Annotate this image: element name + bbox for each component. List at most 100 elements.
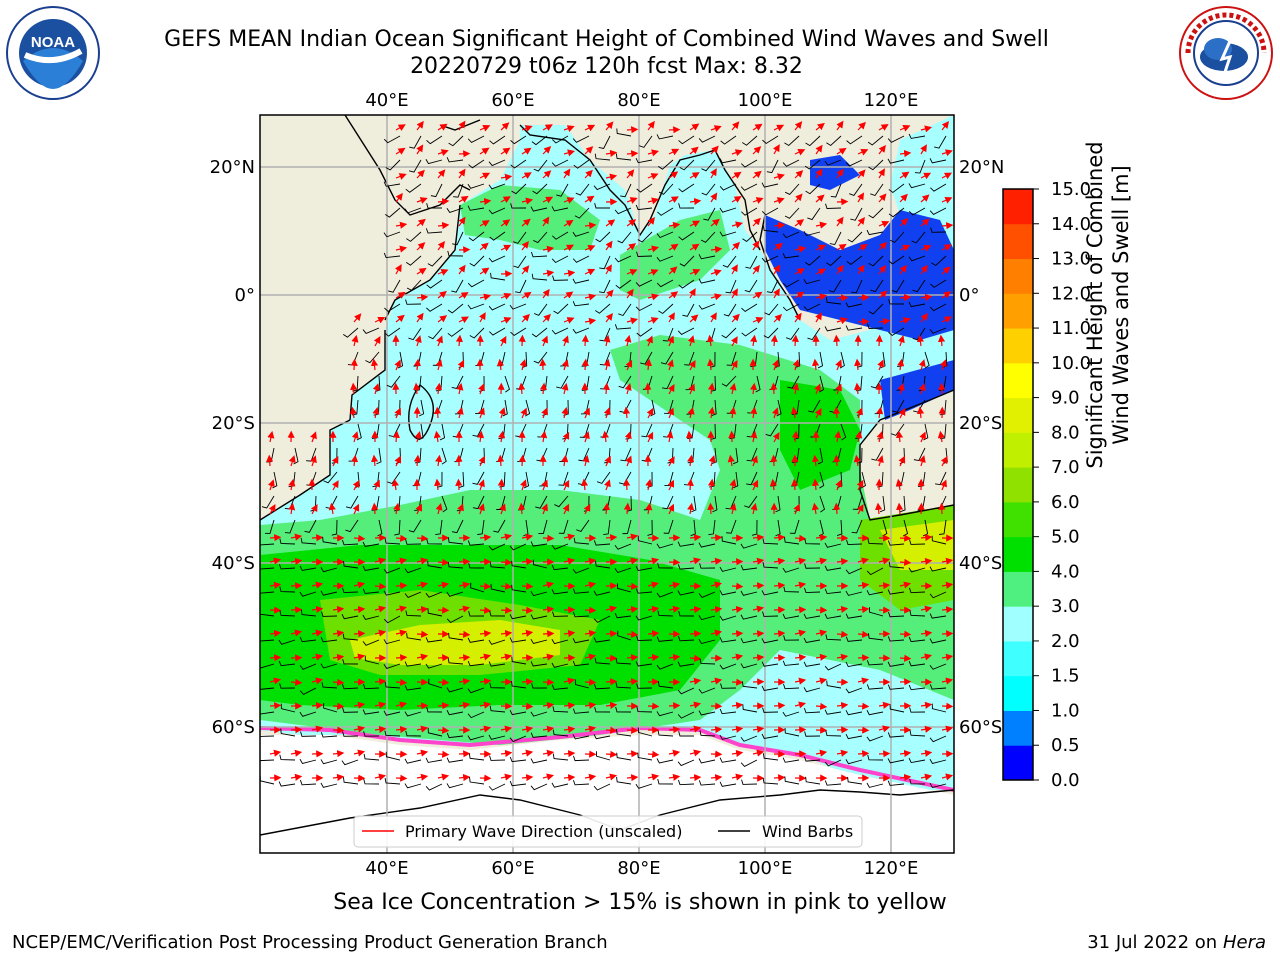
wave-direction-arrow: [899, 317, 911, 325]
wave-direction-arrow: [416, 293, 429, 302]
wind-barb: [935, 471, 947, 486]
wind-barb: [535, 495, 548, 509]
wave-direction-arrow: [794, 701, 807, 709]
wind-barb: [383, 615, 401, 624]
colorbar: 0.0 0.5 1.0 1.5 2.0 3.0 4.0 5.0 6.0 7.0 8.0 9.0 10.0…: [1003, 179, 1091, 791]
wind-barb: [741, 159, 758, 168]
wind-barb: [572, 278, 590, 284]
wave-direction-arrow: [836, 653, 849, 661]
wind-barb: [726, 519, 737, 534]
wind-barb: [929, 613, 947, 619]
wave-direction-arrow: [667, 407, 674, 419]
wave-direction-arrow: [626, 197, 638, 204]
wind-barb: [763, 327, 779, 339]
wave-direction-arrow: [500, 725, 513, 733]
wave-direction-arrow: [542, 701, 555, 709]
wave-direction-arrow: [647, 173, 659, 180]
wind-barb: [782, 279, 800, 288]
wave-direction-arrow: [437, 726, 450, 734]
wave-direction-arrow: [332, 773, 345, 782]
wave-direction-arrow: [856, 407, 863, 419]
wave-direction-arrow: [646, 335, 653, 347]
wave-direction-arrow: [897, 335, 905, 347]
colorbar-segment: [1003, 745, 1033, 781]
wind-barb: [425, 783, 443, 791]
wind-barb: [593, 734, 611, 740]
wave-direction-arrow: [920, 629, 933, 638]
wave-direction-arrow: [773, 313, 783, 323]
wind-barb: [598, 135, 611, 149]
wave-direction-arrow: [311, 629, 324, 637]
wind-barb: [698, 591, 716, 598]
wave-direction-arrow: [752, 264, 760, 275]
wave-direction-arrow: [563, 317, 575, 324]
wave-direction-arrow: [584, 773, 597, 781]
wave-direction-arrow: [542, 216, 550, 227]
wave-direction-arrow: [896, 502, 904, 515]
lon-label: 80°E: [617, 90, 660, 111]
wind-barb: [762, 707, 779, 713]
wind-barb: [279, 610, 296, 617]
lat-labels-left: 20°N 0° 20°S 40°S 60°S: [210, 157, 255, 738]
wave-direction-arrow: [706, 334, 714, 347]
wind-barb: [436, 471, 443, 488]
wave-direction-arrow: [647, 581, 660, 589]
wind-barb: [284, 519, 296, 534]
wave-direction-arrow: [328, 502, 336, 515]
wave-direction-arrow: [521, 240, 529, 251]
colorbar-segment: [1003, 293, 1033, 329]
wave-direction-arrow: [854, 358, 862, 371]
wind-barb: [762, 611, 779, 617]
wave-direction-arrow: [730, 360, 738, 371]
wave-direction-arrow: [267, 430, 275, 443]
wave-direction-arrow: [580, 478, 589, 491]
wind-barb: [532, 183, 548, 195]
wave-direction-arrow: [395, 725, 408, 734]
wave-direction-arrow: [269, 677, 282, 685]
wind-barb: [552, 275, 569, 281]
wind-barb: [418, 399, 425, 417]
wave-direction-arrow: [478, 383, 485, 395]
wind-barb: [775, 495, 781, 513]
wind-barb: [887, 684, 905, 690]
wave-direction-arrow: [332, 629, 345, 637]
wind-barb: [892, 399, 905, 413]
wind-barb: [719, 590, 737, 596]
wave-direction-arrow: [605, 121, 614, 131]
wave-direction-arrow: [878, 144, 886, 155]
wave-direction-arrow: [899, 581, 912, 589]
wave-direction-arrow: [834, 430, 842, 443]
wave-direction-arrow: [920, 244, 932, 252]
wind-barb: [447, 250, 464, 257]
wave-direction-arrow: [584, 221, 597, 230]
wind-barb: [698, 615, 716, 621]
lon-label: 60°E: [491, 858, 534, 879]
colorbar-tick-label: 10.0: [1051, 353, 1091, 374]
wave-direction-arrow: [290, 629, 303, 637]
wave-direction-arrow: [647, 216, 655, 227]
wave-direction-arrow: [647, 557, 660, 565]
wave-direction-arrow: [772, 431, 780, 443]
wind-barb: [840, 423, 847, 441]
wind-barb: [663, 519, 674, 534]
wave-direction-arrow: [857, 294, 870, 302]
wave-direction-arrow: [437, 315, 448, 323]
wind-barb: [805, 776, 821, 785]
wave-direction-arrow: [479, 534, 492, 542]
wave-direction-arrow: [794, 148, 806, 156]
wave-direction-arrow: [311, 605, 324, 613]
wind-barb: [719, 734, 737, 740]
wave-direction-arrow: [539, 382, 548, 395]
wind-barb: [828, 279, 842, 293]
wind-barb: [909, 610, 926, 617]
wind-barb: [856, 351, 863, 368]
wave-direction-arrow: [769, 478, 778, 491]
wind-barb: [908, 757, 926, 764]
wind-barb: [635, 783, 653, 789]
wave-direction-arrow: [582, 454, 590, 467]
wind-barb: [635, 204, 653, 211]
wave-direction-arrow: [710, 293, 722, 301]
wind-barb: [356, 423, 362, 441]
wind-barb: [931, 535, 947, 545]
wave-direction-arrow: [752, 317, 764, 324]
